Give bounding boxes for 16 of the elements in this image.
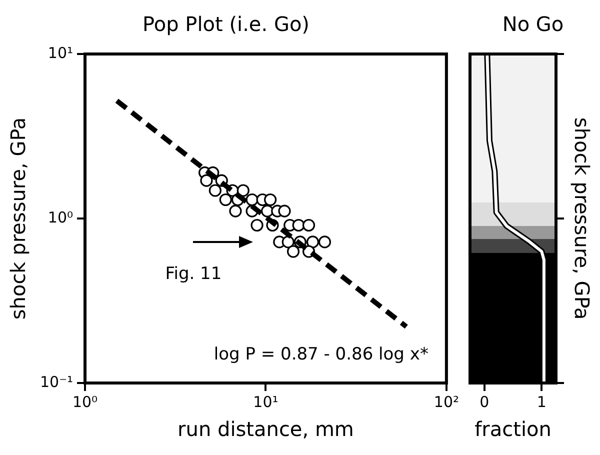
y-tick-label: 10¹ (48, 44, 74, 62)
x-tick-label: 0 (480, 392, 490, 411)
x-tick-label: 10⁰ (72, 392, 98, 411)
y-tick-label: 10⁰ (48, 208, 74, 226)
annotation: log P = 0.87 - 0.86 log x* (214, 344, 428, 364)
annotation: Fig. 11 (165, 264, 222, 284)
x-tick-label: 10¹ (253, 392, 278, 411)
x-tick-label: 1 (536, 392, 546, 411)
x-tick-label: 10² (434, 392, 460, 411)
x-axis-title: run distance, mm (178, 417, 354, 442)
y-axis-title: shock pressure, GPa (570, 117, 594, 320)
y-tick-label: 10⁻¹ (40, 372, 74, 391)
x-axis-title: fraction (474, 417, 552, 442)
y-axis-title: shock pressure, GPa (6, 117, 30, 320)
chart-title: No Go (502, 12, 564, 36)
chart-title: Pop Plot (i.e. Go) (142, 12, 310, 36)
